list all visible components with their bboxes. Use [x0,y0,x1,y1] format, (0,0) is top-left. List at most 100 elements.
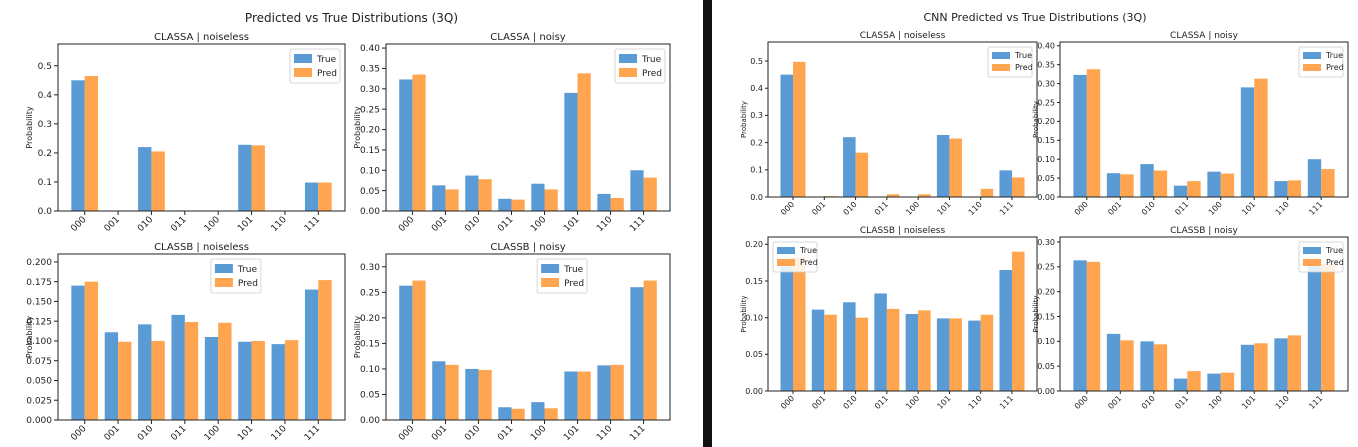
bar-pred-110 [610,197,624,211]
bar-true-111 [1307,159,1322,197]
x-tick-label: 011 [1173,200,1190,217]
bar-true-010 [1140,341,1154,391]
y-tick-label: 0.20 [1037,287,1055,296]
legend: True Pred [1298,46,1344,78]
bar-pred-100 [544,189,558,211]
axes-frame [57,253,346,421]
y-axis-label: Probability [1032,295,1040,332]
x-tick-label: 001 [810,200,827,217]
x-tick-label: 110 [595,215,614,234]
x-tick-label: 100 [203,215,222,234]
y-tick-label: 0.05 [360,187,380,197]
x-tick-label: 010 [463,424,482,443]
x-tick-label: 111 [303,424,322,443]
y-tick-label: 0.15 [745,277,763,286]
y-tick-label: 0.3 [750,111,763,120]
bar-pred-001 [445,189,459,211]
legend-swatch-true [992,52,1010,59]
bar-pred-100 [544,408,558,420]
legend-label-true: True [237,265,258,275]
y-tick-label: 0.40 [360,44,380,54]
bar-pred-000 [412,74,426,211]
bar-true-010 [843,302,856,391]
x-tick-label: 101 [935,200,952,217]
y-tick-label: 0.10 [360,166,380,176]
bar-pred-100 [918,310,931,391]
x-tick-label: 111 [1307,394,1324,411]
y-tick-label: 0.10 [745,313,763,322]
y-axis-label: Probability [353,316,362,359]
legend-swatch-pred [619,68,637,77]
bar-pred-000 [412,280,426,420]
y-tick-label: 0.05 [1037,174,1055,183]
bar-pred-110 [980,188,994,197]
bar-pred-100 [1220,372,1235,391]
bar-true-110 [968,320,981,391]
legend-swatch-true [1303,52,1321,59]
chart-classa-noisy: 0.00 0.05 0.10 0.15 0.20 0.25 0.30 0.35 0.40 000 0… [1032,31,1349,217]
bar-pred-010 [1153,170,1168,197]
x-tick-label: 010 [1140,394,1157,411]
y-tick-label: 0.175 [26,278,52,288]
bar-pred-010 [151,340,165,420]
bar-true-010 [138,324,152,420]
bar-true-100 [531,183,545,211]
bar-true-100 [531,402,545,420]
x-tick-label: 100 [203,424,222,443]
legend-label-pred: Pred [800,258,818,267]
bar-pred-101 [1254,343,1268,391]
bar-true-010 [1140,164,1154,197]
x-tick-label: 001 [1106,200,1123,217]
figure-title: Predicted vs True Distributions (3Q) [244,11,459,25]
bar-pred-011 [886,308,900,391]
y-tick-label: 0.1 [38,178,52,188]
chart-classa-noiseless: 0.0 0.1 0.2 0.3 0.4 0.5 000 001 010 011 100 101 110 1… [740,31,1038,217]
axes-frame [385,253,671,421]
legend-label-true: True [799,246,817,255]
bar-pred-101 [251,145,265,211]
bar-pred-111 [318,182,332,211]
x-tick-label: 111 [1307,200,1324,217]
x-tick-label: 000 [397,424,416,443]
legend-swatch-true [294,54,312,63]
bar-pred-110 [284,340,299,420]
chart-classb-noisy: 0.00 0.05 0.10 0.15 0.20 0.25 0.30 000 001 010 011… [1032,226,1349,411]
bar-true-000 [71,285,85,420]
bar-true-100 [1207,171,1221,197]
y-tick-label: 0.025 [26,396,52,406]
y-tick-label: 0.15 [360,146,380,156]
x-tick-label: 000 [1073,394,1090,411]
bar-true-111 [630,170,644,211]
chart-classb-noisy: 0.00 0.05 0.10 0.15 0.20 0.25 0.30 000 001 010 011… [353,242,671,443]
bar-pred-111 [1011,251,1025,391]
axes-frame [767,41,1038,198]
x-tick-label: 011 [169,215,188,234]
legend-label-true: True [1325,51,1343,60]
y-tick-label: 0.30 [360,85,380,95]
x-tick-label: 001 [430,215,449,234]
bar-true-111 [999,270,1012,391]
bar-pred-001 [445,364,459,420]
x-tick-label: 001 [430,424,449,443]
x-tick-label: 010 [136,215,155,234]
bar-pred-010 [478,369,492,420]
y-tick-label: 0.05 [1037,362,1055,371]
y-tick-label: 0.00 [360,416,380,426]
y-tick-label: 0.00 [1037,387,1055,396]
bar-true-010 [138,147,152,211]
legend: True Pred [536,258,588,294]
bar-true-000 [399,285,413,420]
x-tick-label: 100 [904,200,921,217]
bar-true-101 [936,318,950,391]
y-tick-label: 0.100 [26,337,52,347]
bar-pred-011 [886,194,900,197]
bar-true-001 [432,185,446,211]
bar-pred-101 [251,340,265,420]
x-tick-label: 011 [496,424,515,443]
x-tick-label: 100 [904,394,921,411]
bar-true-111 [999,170,1012,197]
legend-label-true: True [563,265,584,275]
x-tick-label: 110 [967,394,984,411]
x-tick-label: 100 [1207,200,1224,217]
axes-frame [767,236,1038,392]
